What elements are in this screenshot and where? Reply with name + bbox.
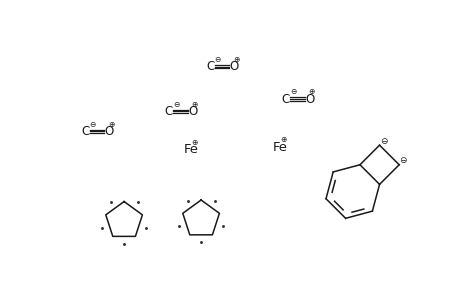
Text: C: C xyxy=(81,125,89,138)
Text: ⊕: ⊕ xyxy=(308,87,314,96)
Text: Fe: Fe xyxy=(183,143,198,157)
Text: ⊕: ⊕ xyxy=(108,120,115,129)
Text: ⊕: ⊕ xyxy=(233,55,239,64)
Text: Fe: Fe xyxy=(272,141,287,154)
Text: C: C xyxy=(206,60,214,73)
Text: O: O xyxy=(105,125,114,138)
Text: O: O xyxy=(229,60,238,73)
Text: C: C xyxy=(281,93,289,106)
Text: ⊖: ⊖ xyxy=(379,136,386,146)
Text: ⊖: ⊖ xyxy=(173,100,179,109)
Text: ⊖: ⊖ xyxy=(289,87,296,96)
Text: C: C xyxy=(164,105,172,118)
Text: ⊖: ⊖ xyxy=(90,120,96,129)
Text: ⊖: ⊖ xyxy=(214,55,220,64)
Text: ⊕: ⊕ xyxy=(191,100,198,109)
Text: ⊕: ⊕ xyxy=(191,138,197,147)
Text: ⊖: ⊖ xyxy=(398,156,406,165)
Text: ⊕: ⊕ xyxy=(280,135,286,144)
Text: O: O xyxy=(304,93,313,106)
Text: O: O xyxy=(188,105,197,118)
